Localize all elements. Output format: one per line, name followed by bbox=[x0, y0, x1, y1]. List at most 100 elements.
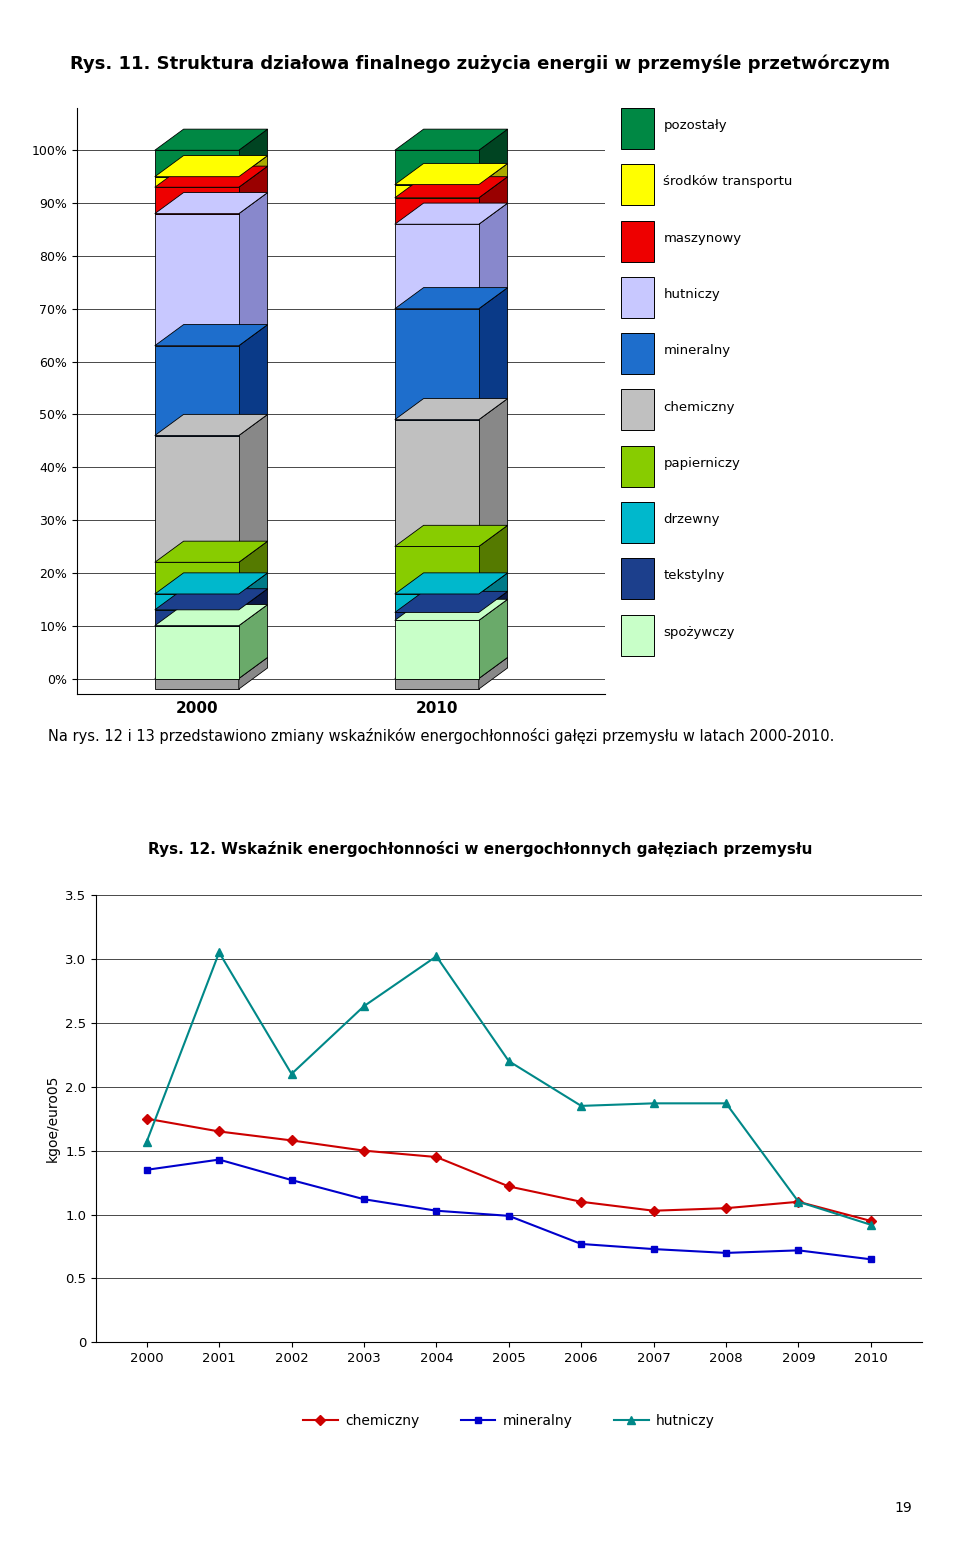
Text: chemiczny: chemiczny bbox=[663, 401, 734, 414]
Line: mineralny: mineralny bbox=[143, 1156, 875, 1262]
Bar bbox=[155, 346, 239, 435]
Polygon shape bbox=[479, 657, 508, 690]
Bar bbox=[395, 309, 479, 420]
hutniczy bbox=[141, 1133, 153, 1151]
Legend: chemiczny, mineralny, hutniczy: chemiczny, mineralny, hutniczy bbox=[298, 1409, 720, 1433]
Polygon shape bbox=[155, 130, 268, 150]
Polygon shape bbox=[395, 164, 508, 185]
mineralny bbox=[431, 1202, 443, 1221]
Bar bbox=[621, 164, 654, 205]
Polygon shape bbox=[395, 204, 508, 224]
mineralny bbox=[648, 1241, 660, 1259]
Polygon shape bbox=[479, 164, 508, 198]
Polygon shape bbox=[479, 130, 508, 185]
hutniczy bbox=[503, 1052, 515, 1071]
Polygon shape bbox=[239, 589, 268, 625]
Bar bbox=[621, 501, 654, 543]
Polygon shape bbox=[239, 156, 268, 187]
Polygon shape bbox=[395, 398, 508, 420]
Polygon shape bbox=[479, 204, 508, 309]
Polygon shape bbox=[479, 599, 508, 679]
chemiczny bbox=[503, 1177, 515, 1196]
Text: Na rys. 12 i 13 przedstawiono zmiany wskaźników energochłonności gałęzi przemysł: Na rys. 12 i 13 przedstawiono zmiany wsk… bbox=[48, 728, 834, 744]
Bar bbox=[395, 185, 479, 198]
Bar bbox=[395, 150, 479, 185]
Polygon shape bbox=[479, 572, 508, 613]
mineralny bbox=[720, 1244, 732, 1262]
Polygon shape bbox=[239, 572, 268, 609]
mineralny bbox=[575, 1234, 587, 1253]
Line: chemiczny: chemiczny bbox=[143, 1116, 875, 1225]
Polygon shape bbox=[395, 130, 508, 150]
Text: spożywczy: spożywczy bbox=[663, 626, 734, 639]
Bar bbox=[155, 562, 239, 594]
Bar bbox=[395, 679, 479, 690]
Text: pozostały: pozostały bbox=[663, 119, 727, 133]
Polygon shape bbox=[479, 177, 508, 224]
Bar bbox=[395, 594, 479, 613]
Text: tekstylny: tekstylny bbox=[663, 569, 725, 582]
hutniczy bbox=[865, 1216, 876, 1234]
Bar bbox=[621, 446, 654, 486]
Bar bbox=[621, 333, 654, 375]
Y-axis label: kgoe/euro05: kgoe/euro05 bbox=[45, 1075, 60, 1162]
Bar bbox=[155, 187, 239, 213]
mineralny bbox=[286, 1171, 298, 1190]
Bar bbox=[395, 613, 479, 620]
Text: środków transportu: środków transportu bbox=[663, 176, 793, 188]
chemiczny bbox=[575, 1193, 587, 1211]
Bar bbox=[395, 224, 479, 309]
Polygon shape bbox=[395, 591, 508, 613]
Bar bbox=[155, 213, 239, 346]
Polygon shape bbox=[239, 657, 268, 690]
Polygon shape bbox=[395, 599, 508, 620]
hutniczy bbox=[431, 947, 443, 966]
hutniczy bbox=[793, 1193, 804, 1211]
Bar bbox=[395, 198, 479, 224]
Polygon shape bbox=[239, 130, 268, 177]
chemiczny bbox=[141, 1109, 153, 1128]
chemiczny bbox=[431, 1148, 443, 1167]
Polygon shape bbox=[479, 525, 508, 594]
Bar bbox=[155, 177, 239, 187]
chemiczny bbox=[648, 1202, 660, 1221]
Polygon shape bbox=[155, 193, 268, 213]
Polygon shape bbox=[155, 589, 268, 609]
Bar bbox=[155, 594, 239, 609]
Polygon shape bbox=[239, 542, 268, 594]
mineralny bbox=[141, 1160, 153, 1179]
Polygon shape bbox=[395, 287, 508, 309]
Line: hutniczy: hutniczy bbox=[142, 949, 876, 1228]
Bar bbox=[155, 609, 239, 625]
Polygon shape bbox=[395, 657, 508, 679]
Bar bbox=[621, 559, 654, 599]
Bar bbox=[621, 221, 654, 262]
chemiczny bbox=[286, 1131, 298, 1150]
Polygon shape bbox=[395, 525, 508, 546]
Text: Rys. 12. Wskaźnik energochłonności w energochłonnych gałęziach przemysłu: Rys. 12. Wskaźnik energochłonności w ene… bbox=[148, 841, 812, 856]
Text: maszynowy: maszynowy bbox=[663, 231, 741, 245]
hutniczy bbox=[286, 1065, 298, 1083]
Text: mineralny: mineralny bbox=[663, 344, 731, 358]
Bar bbox=[395, 420, 479, 546]
Polygon shape bbox=[479, 591, 508, 620]
Bar bbox=[395, 620, 479, 679]
Text: 19: 19 bbox=[895, 1501, 912, 1515]
Bar bbox=[621, 276, 654, 318]
chemiczny bbox=[865, 1211, 876, 1230]
Text: papierniczy: papierniczy bbox=[663, 457, 740, 469]
Text: Rys. 11. Struktura działowa finalnego zużycia energii w przemyśle przetwórczym: Rys. 11. Struktura działowa finalnego zu… bbox=[70, 54, 890, 73]
Polygon shape bbox=[239, 167, 268, 213]
Polygon shape bbox=[155, 657, 268, 679]
chemiczny bbox=[793, 1193, 804, 1211]
Polygon shape bbox=[155, 156, 268, 177]
hutniczy bbox=[575, 1097, 587, 1116]
Polygon shape bbox=[239, 605, 268, 679]
hutniczy bbox=[358, 997, 370, 1015]
mineralny bbox=[793, 1241, 804, 1259]
Polygon shape bbox=[479, 398, 508, 546]
Text: drzewny: drzewny bbox=[663, 514, 720, 526]
mineralny bbox=[358, 1190, 370, 1208]
Bar bbox=[155, 435, 239, 562]
Polygon shape bbox=[155, 572, 268, 594]
